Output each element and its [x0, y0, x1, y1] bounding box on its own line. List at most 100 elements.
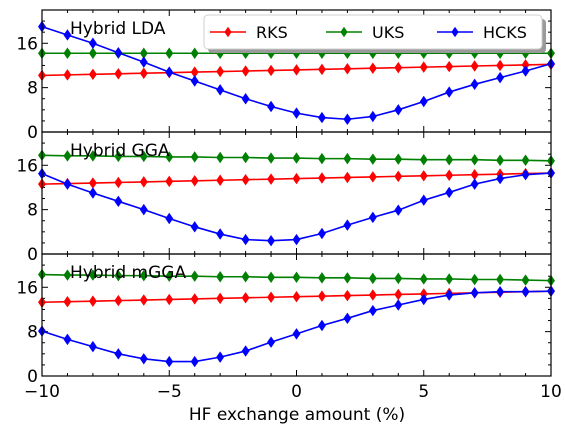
data-point-rks — [368, 289, 377, 301]
data-point-hcks — [88, 37, 97, 49]
data-point-uks — [165, 151, 174, 163]
data-point-hcks — [190, 75, 199, 87]
data-point-uks — [470, 273, 479, 286]
data-point-hcks — [190, 221, 199, 233]
y-tick-label: 0 — [27, 245, 38, 265]
data-point-hcks — [216, 351, 225, 363]
data-point-rks — [368, 62, 377, 74]
data-point-uks — [190, 270, 199, 282]
data-point-uks — [190, 151, 199, 163]
data-point-uks — [317, 152, 326, 165]
data-point-hcks — [241, 93, 250, 105]
data-point-rks — [317, 290, 326, 302]
data-point-uks — [88, 47, 97, 59]
data-point-hcks — [190, 355, 199, 368]
data-point-hcks — [419, 293, 428, 306]
data-point-hcks — [470, 78, 479, 91]
x-axis-label: HF exchange amount (%) — [189, 405, 405, 425]
series-hcks — [38, 167, 555, 247]
legend-label: RKS — [256, 23, 288, 42]
data-point-hcks — [343, 312, 352, 325]
data-point-rks — [139, 294, 148, 306]
data-point-hcks — [216, 84, 225, 96]
data-point-uks — [190, 47, 199, 59]
data-point-uks — [521, 274, 530, 286]
data-point-uks — [267, 152, 276, 164]
chart-panels: 0 8 16 Hybrid LDA 0 8 16 Hybrid GGA 0 8 16 Hybrid m… — [16, 9, 562, 402]
data-point-rks — [114, 68, 123, 80]
x-tick-label: 0 — [291, 382, 302, 402]
legend: RKS UKS HCKS — [203, 14, 546, 53]
data-point-hcks — [114, 195, 123, 208]
data-point-rks — [292, 290, 301, 303]
data-point-uks — [419, 154, 428, 166]
data-point-rks — [343, 63, 352, 75]
data-point-uks — [63, 269, 72, 281]
data-point-hcks — [292, 328, 301, 340]
data-point-hcks — [470, 178, 479, 190]
data-point-hcks — [317, 111, 326, 124]
data-point-hcks — [419, 95, 428, 108]
data-point-rks — [241, 65, 250, 77]
data-point-hcks — [267, 336, 276, 348]
data-point-rks — [241, 292, 250, 304]
data-point-uks — [368, 153, 377, 165]
data-point-hcks — [496, 172, 505, 185]
data-point-uks — [368, 272, 377, 285]
data-point-rks — [267, 64, 276, 77]
data-point-rks — [165, 293, 174, 306]
data-point-uks — [521, 154, 530, 167]
y-tick-label: 16 — [16, 278, 38, 298]
data-point-uks — [419, 273, 428, 285]
data-point-rks — [292, 64, 301, 76]
data-point-rks — [394, 170, 403, 183]
data-point-hcks — [63, 29, 72, 41]
data-point-uks — [139, 150, 148, 163]
panel-title: Hybrid LDA — [70, 19, 166, 39]
data-point-uks — [292, 271, 301, 284]
data-point-hcks — [394, 299, 403, 311]
data-point-uks — [343, 272, 352, 284]
data-point-uks — [114, 269, 123, 282]
data-point-rks — [241, 173, 250, 186]
data-point-rks — [496, 59, 505, 72]
data-point-hcks — [521, 285, 530, 298]
data-point-hcks — [114, 348, 123, 360]
data-point-uks — [292, 152, 301, 164]
panel-title: Hybrid GGA — [70, 141, 170, 161]
panel-frame — [41, 253, 552, 377]
data-point-hcks — [445, 289, 454, 301]
data-point-uks — [496, 273, 505, 286]
data-point-hcks — [317, 319, 326, 332]
x-tick-label: 10 — [540, 382, 562, 402]
data-point-hcks — [368, 304, 377, 317]
data-point-hcks — [343, 113, 352, 125]
data-point-hcks — [241, 233, 250, 246]
data-point-uks — [63, 150, 72, 162]
series-uks — [38, 268, 555, 287]
data-point-rks — [63, 69, 72, 81]
x-tick-label: −10 — [24, 382, 60, 402]
data-point-rks — [445, 169, 454, 181]
y-tick-label: 0 — [27, 123, 38, 143]
data-point-rks — [419, 61, 428, 73]
data-point-rks — [317, 172, 326, 184]
legend-frame — [203, 14, 543, 50]
data-point-hcks — [139, 56, 148, 68]
series-uks — [38, 149, 555, 167]
data-point-rks — [114, 176, 123, 189]
data-point-rks — [267, 173, 276, 185]
data-point-rks — [216, 174, 225, 186]
data-point-hcks — [368, 110, 377, 123]
y-tick-label: 8 — [27, 79, 38, 99]
data-point-rks — [139, 176, 148, 188]
data-point-uks — [394, 272, 403, 285]
data-point-hcks — [496, 71, 505, 84]
data-point-hcks — [343, 219, 352, 231]
data-point-rks — [445, 60, 454, 73]
data-point-hcks — [267, 100, 276, 113]
data-point-uks — [63, 47, 72, 59]
data-point-rks — [88, 68, 97, 81]
data-point-rks — [139, 67, 148, 79]
panel-3: 0 8 16 Hybrid mGGA — [16, 253, 555, 387]
